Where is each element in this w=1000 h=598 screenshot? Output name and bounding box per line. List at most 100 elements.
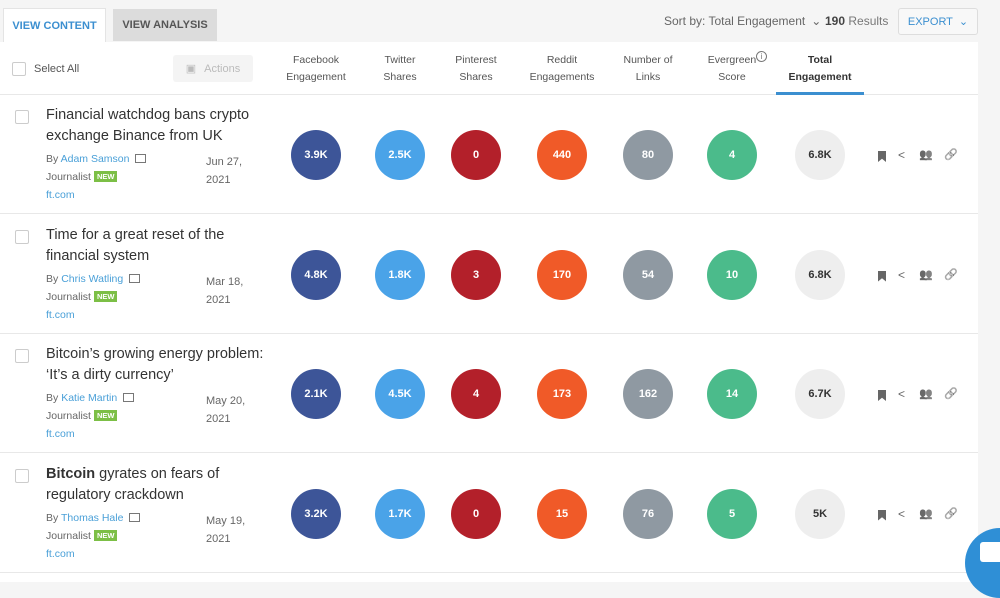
- profile-card-icon[interactable]: [123, 393, 135, 402]
- article-title[interactable]: Time for a great reset of the financial …: [46, 225, 266, 267]
- domain-link[interactable]: ft.com: [46, 189, 75, 201]
- new-badge: NEW: [93, 529, 118, 541]
- profile-card-icon[interactable]: [129, 273, 141, 283]
- facebook-metric: 4.8K: [291, 249, 341, 300]
- people-icon[interactable]: 👥: [919, 268, 933, 281]
- select-all-checkbox[interactable]: [12, 62, 26, 76]
- column-header-twitter[interactable]: Twitter Shares: [355, 52, 445, 86]
- by-label: By: [46, 392, 59, 404]
- author-role: Journalist NEW: [46, 290, 118, 303]
- link-icon[interactable]: 🔗: [944, 268, 958, 281]
- date-line2: 2021: [206, 174, 231, 186]
- table-row: Financial watchdog bans crypto exchange …: [0, 95, 978, 214]
- by-label: By: [46, 153, 59, 165]
- publish-date: Jun 27, 2021: [206, 153, 242, 189]
- author-link[interactable]: Chris Watling: [61, 272, 124, 285]
- article-title[interactable]: Financial watchdog bans crypto exchange …: [46, 105, 266, 147]
- total-metric: 6.7K: [795, 369, 845, 419]
- twitter-metric: 2.5K: [375, 130, 425, 180]
- row-checkbox[interactable]: [15, 229, 29, 244]
- people-icon[interactable]: 👥: [919, 388, 933, 400]
- bookmark-icon[interactable]: [878, 270, 886, 282]
- author-link[interactable]: Adam Samson: [60, 153, 130, 165]
- share-icon[interactable]: <: [898, 387, 906, 401]
- column-header-facebook[interactable]: Facebook Engagement: [271, 52, 361, 86]
- domain-link[interactable]: ft.com: [46, 428, 75, 440]
- domain-link[interactable]: ft.com: [46, 547, 75, 560]
- new-badge: NEW: [93, 171, 118, 182]
- chevron-down-icon: ⌄: [958, 16, 969, 28]
- bookmark-icon[interactable]: [878, 151, 886, 162]
- reddit-metric: 173: [537, 369, 587, 419]
- row-checkbox[interactable]: [15, 468, 29, 483]
- actions-button[interactable]: ▣ Actions: [173, 55, 253, 82]
- twitter-metric: 1.7K: [375, 488, 425, 539]
- chat-icon: [980, 542, 1000, 562]
- bookmark-icon[interactable]: [878, 509, 886, 521]
- author-role: Journalist NEW: [46, 410, 118, 422]
- bookmark-icon[interactable]: [878, 390, 886, 401]
- column-header-total[interactable]: Total Engagement: [776, 52, 864, 95]
- table-row: Bitcoin gyrates on fears of regulatory c…: [0, 454, 978, 573]
- article-title[interactable]: Bitcoin gyrates on fears of regulatory c…: [46, 464, 266, 506]
- info-icon[interactable]: i: [756, 51, 767, 62]
- export-button[interactable]: EXPORT ⌄: [898, 8, 978, 35]
- column-header-line1: Reddit: [546, 54, 578, 66]
- chevron-down-icon: ⌄: [811, 14, 822, 28]
- column-header-line2: Engagement: [788, 71, 852, 83]
- date-line2: 2021: [206, 413, 231, 425]
- sort-dropdown[interactable]: Sort by: Total Engagement ⌄: [664, 14, 821, 28]
- title-text: Time for a great reset of the financial …: [46, 226, 225, 264]
- reddit-metric: 170: [537, 249, 587, 300]
- share-icon[interactable]: <: [898, 148, 906, 162]
- title-text: Financial watchdog bans crypto exchange …: [46, 107, 250, 144]
- links-metric: 162: [623, 369, 673, 419]
- author-link[interactable]: Thomas Hale: [61, 511, 124, 524]
- column-header-line2: Shares: [383, 71, 417, 83]
- total-metric: 6.8K: [795, 130, 845, 180]
- author-link[interactable]: Katie Martin: [61, 392, 118, 404]
- tab-view-content[interactable]: VIEW CONTENT: [3, 8, 106, 43]
- facebook-metric: 3.9K: [291, 130, 341, 180]
- profile-card-icon[interactable]: [135, 154, 147, 163]
- links-metric: 80: [623, 130, 673, 180]
- publish-date: Mar 18, 2021: [206, 273, 243, 309]
- column-header-line1: Facebook: [292, 54, 340, 66]
- results-table: Select All ▣ Actions Facebook Engagement Tw…: [0, 42, 978, 582]
- actions-label: Actions: [204, 62, 241, 75]
- facebook-metric: 2.1K: [291, 369, 341, 419]
- link-icon[interactable]: 🔗: [944, 388, 958, 400]
- row-checkbox[interactable]: [15, 349, 29, 363]
- share-icon[interactable]: <: [898, 506, 906, 521]
- domain-link[interactable]: ft.com: [46, 308, 75, 321]
- people-icon[interactable]: 👥: [919, 149, 933, 161]
- date-line1: May 19,: [206, 514, 246, 527]
- evergreen-metric: 14: [707, 369, 757, 419]
- column-header-evergreen[interactable]: Evergreen Score: [687, 52, 777, 86]
- author-line: By Katie Martin: [46, 392, 135, 404]
- reddit-metric: 15: [537, 488, 587, 539]
- tab-view-analysis[interactable]: VIEW ANALYSIS: [113, 9, 217, 41]
- column-header-reddit[interactable]: Reddit Engagements: [517, 52, 607, 86]
- pinterest-metric: 3: [451, 249, 501, 300]
- row-checkbox[interactable]: [15, 110, 29, 124]
- pinterest-metric: 4: [451, 369, 501, 419]
- results-count: 190 Results: [825, 14, 888, 28]
- link-icon[interactable]: 🔗: [944, 149, 958, 161]
- column-header-pinterest[interactable]: Pinterest Shares: [431, 52, 521, 86]
- author-line: By Chris Watling: [46, 272, 141, 285]
- profile-card-icon[interactable]: [129, 512, 141, 522]
- people-icon[interactable]: 👥: [919, 507, 933, 520]
- title-text: Bitcoin’s growing energy problem: ‘It’s …: [46, 346, 264, 383]
- export-label: EXPORT: [907, 15, 953, 28]
- facebook-metric: 3.2K: [291, 488, 341, 539]
- share-icon[interactable]: <: [898, 267, 906, 282]
- table-header: Select All ▣ Actions Facebook Engagement Tw…: [0, 42, 978, 95]
- link-icon[interactable]: 🔗: [944, 507, 958, 520]
- column-header-links[interactable]: Number of Links: [603, 52, 693, 86]
- date-line2: 2021: [206, 532, 231, 545]
- article-title[interactable]: Bitcoin’s growing energy problem: ‘It’s …: [46, 344, 266, 386]
- author-role: Journalist NEW: [46, 529, 118, 542]
- by-label: By: [46, 511, 59, 524]
- select-all-label: Select All: [34, 63, 80, 75]
